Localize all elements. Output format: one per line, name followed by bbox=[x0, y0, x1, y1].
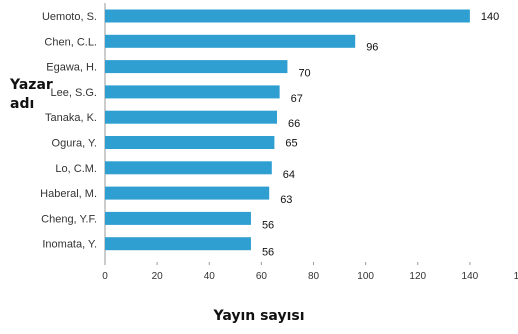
bar bbox=[105, 237, 251, 251]
data-label: 63 bbox=[280, 194, 292, 206]
category-label: Inomata, Y. bbox=[42, 239, 97, 251]
x-tick-label: 120 bbox=[409, 271, 426, 282]
data-label: 56 bbox=[262, 219, 274, 231]
bar bbox=[105, 136, 275, 149]
bar bbox=[105, 60, 288, 74]
category-label: Ogura, Y. bbox=[52, 138, 97, 150]
bar bbox=[105, 211, 251, 225]
category-label: Chen, C.L. bbox=[44, 36, 97, 48]
bar bbox=[105, 161, 272, 175]
x-tick-label: 20 bbox=[152, 271, 164, 282]
x-tick-label: 140 bbox=[462, 271, 479, 282]
data-label: 66 bbox=[288, 118, 300, 130]
category-label: Egawa, H. bbox=[46, 62, 97, 74]
x-axis-title: Yayın sayısı bbox=[213, 308, 305, 324]
bar bbox=[105, 110, 278, 124]
bar bbox=[105, 186, 270, 200]
category-label: Haberal, M. bbox=[40, 188, 97, 200]
data-label: 64 bbox=[283, 169, 295, 181]
x-tick-label: 40 bbox=[204, 271, 216, 282]
category-label: Lee, S.G. bbox=[51, 87, 97, 99]
category-label: Tanaka, K. bbox=[45, 112, 97, 124]
data-label: 70 bbox=[298, 68, 310, 80]
data-label: 96 bbox=[366, 41, 378, 53]
x-tick-label: 80 bbox=[308, 271, 320, 282]
data-label: 56 bbox=[262, 247, 274, 259]
x-tick-label: 60 bbox=[256, 271, 268, 282]
category-label: Cheng, Y.F. bbox=[41, 213, 97, 225]
bar bbox=[105, 85, 280, 99]
y-axis-title: Yazar adı bbox=[10, 77, 53, 112]
data-label: 65 bbox=[285, 138, 297, 150]
data-label: 140 bbox=[481, 11, 499, 23]
bar bbox=[105, 34, 356, 48]
x-tick-label: 100 bbox=[357, 271, 374, 282]
x-tick-label: 0 bbox=[102, 271, 108, 282]
data-label: 67 bbox=[291, 93, 303, 105]
x-tick-label: 160 bbox=[514, 271, 518, 282]
category-label: Lo, C.M. bbox=[55, 163, 97, 175]
category-label: Uemoto, S. bbox=[42, 11, 97, 23]
bar bbox=[105, 9, 470, 23]
